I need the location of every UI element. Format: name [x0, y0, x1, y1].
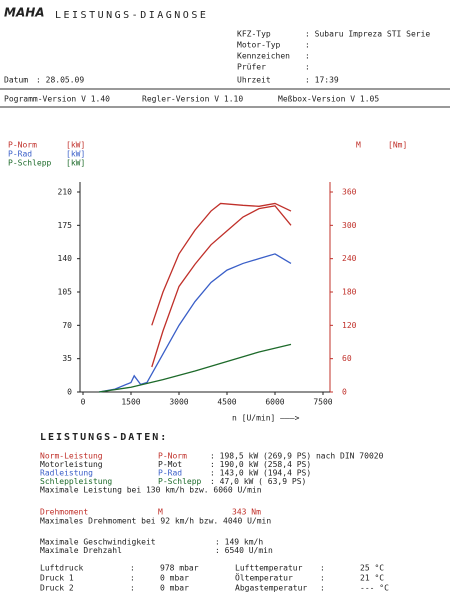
version: Regler-Version V 1.10	[142, 95, 243, 104]
result-text: Öltemperatur	[235, 573, 293, 583]
result-text: 0 mbar	[160, 574, 189, 583]
logo: MAHA	[4, 6, 45, 20]
result-text: : 143,0 kW (194,4 PS)	[210, 469, 311, 478]
legend-unit: [kW]	[66, 141, 85, 150]
y2-tick-label: 360	[342, 188, 357, 197]
section-title: LEISTUNGS-DATEN:	[40, 432, 168, 443]
result-text: :	[320, 584, 325, 593]
legend: P-Rad	[8, 150, 32, 159]
x-label: n [U/min] ———>	[232, 414, 300, 423]
result-text: 343 Nm	[232, 508, 261, 517]
y2-tick-label: 300	[342, 221, 357, 230]
result-text: P-Norm	[158, 452, 187, 461]
version: Meßbox-Version V 1.05	[278, 95, 379, 104]
x-tick-label: 3000	[169, 398, 188, 407]
version: Pogramm-Version V 1.40	[4, 95, 110, 104]
y-tick-label: 35	[62, 354, 72, 363]
result-text: Lufttemperatur	[235, 564, 303, 573]
result-text: : 198,5 kW (269,9 PS) nach DIN 70020	[210, 452, 384, 461]
result-text: P-Rad	[158, 469, 182, 478]
series-line	[151, 205, 292, 368]
result-text: Schleppleistung	[40, 477, 112, 486]
result-text: Maximale Geschwindigkeit	[40, 538, 156, 547]
x-tick-label: 4500	[217, 398, 236, 407]
y2-tick-label: 0	[342, 388, 347, 397]
legend: P-Norm	[8, 141, 37, 150]
y-tick-label: 140	[58, 254, 73, 263]
result-text: : 6540 U/min	[215, 546, 273, 555]
y-tick-label: 105	[58, 288, 73, 297]
result-text: Maximales Drehmoment bei 92 km/h bzw. 40…	[40, 517, 271, 526]
y2-label: M	[356, 141, 361, 150]
legend: P-Schlepp	[8, 159, 52, 168]
result-text: --- °C	[360, 584, 389, 593]
y-tick-label: 0	[67, 388, 72, 397]
result-text: : 149 km/h	[215, 538, 263, 547]
y-tick-label: 175	[58, 221, 73, 230]
result-text: Maximale Leistung bei 130 km/h bzw. 6060…	[40, 486, 262, 495]
field-value: :	[305, 41, 310, 50]
result-text: : 47,0 kW ( 63,9 PS)	[210, 477, 306, 486]
result-text: :	[130, 564, 135, 573]
result-text: : 190,0 kW (258,4 PS)	[210, 460, 311, 469]
result-text: P-Mot	[158, 460, 182, 469]
result-text: Maximale Drehzahl	[40, 546, 122, 555]
result-text: Motorleistung	[40, 460, 103, 469]
result-text: P-Schlepp	[158, 477, 202, 486]
result-text: Druck 1	[40, 574, 74, 583]
result-text: Drehmoment	[40, 508, 88, 517]
field-value: :	[305, 63, 310, 72]
x-tick-label: 1500	[121, 398, 140, 407]
series-line	[98, 343, 292, 393]
result-text: Radleistung	[40, 469, 93, 478]
series-line	[98, 253, 292, 393]
field-label: Kennzeichen	[237, 52, 290, 61]
result-text: Druck 2	[40, 584, 74, 593]
result-text: M	[158, 508, 163, 517]
title: LEISTUNGS-DIAGNOSE	[55, 10, 208, 21]
y2-tick-label: 240	[342, 254, 357, 263]
result-text: 978 mbar	[160, 564, 199, 573]
legend-unit: [kW]	[66, 159, 85, 168]
x-tick-label: 7500	[313, 398, 332, 407]
y2-tick-label: 120	[342, 321, 357, 330]
date-label: Datum	[4, 76, 28, 85]
time-label: Uhrzeit	[237, 76, 271, 85]
result-text: 25 °C	[360, 564, 384, 573]
field-label: Motor-Typ	[237, 41, 281, 50]
date: : 28.05.09	[36, 76, 84, 85]
y2-unit: [Nm]	[388, 141, 407, 150]
result-text: :	[130, 574, 135, 583]
result-text: Luftdruck	[40, 564, 84, 573]
result-text: :	[130, 584, 135, 593]
y2-tick-label: 180	[342, 288, 357, 297]
result-text: 0 mbar	[160, 584, 189, 593]
y-tick-label: 70	[62, 321, 72, 330]
series-line	[151, 202, 292, 326]
field-label: KFZ-Typ	[237, 30, 271, 39]
result-text: 21 °C	[360, 574, 384, 583]
field-value: : Subaru Impreza STI Serie	[305, 30, 430, 39]
field-label: Prüfer	[237, 63, 266, 72]
result-text: :	[320, 574, 325, 583]
y-tick-label: 210	[58, 188, 73, 197]
field-value: :	[305, 52, 310, 61]
legend-unit: [kW]	[66, 150, 85, 159]
x-tick-label: 0	[81, 398, 86, 407]
result-text: :	[320, 564, 325, 573]
result-text: Norm-Leistung	[40, 452, 103, 461]
time: : 17:39	[305, 76, 339, 85]
y2-tick-label: 60	[342, 354, 352, 363]
result-text: Abgastemperatur	[235, 584, 307, 593]
x-tick-label: 6000	[265, 398, 284, 407]
